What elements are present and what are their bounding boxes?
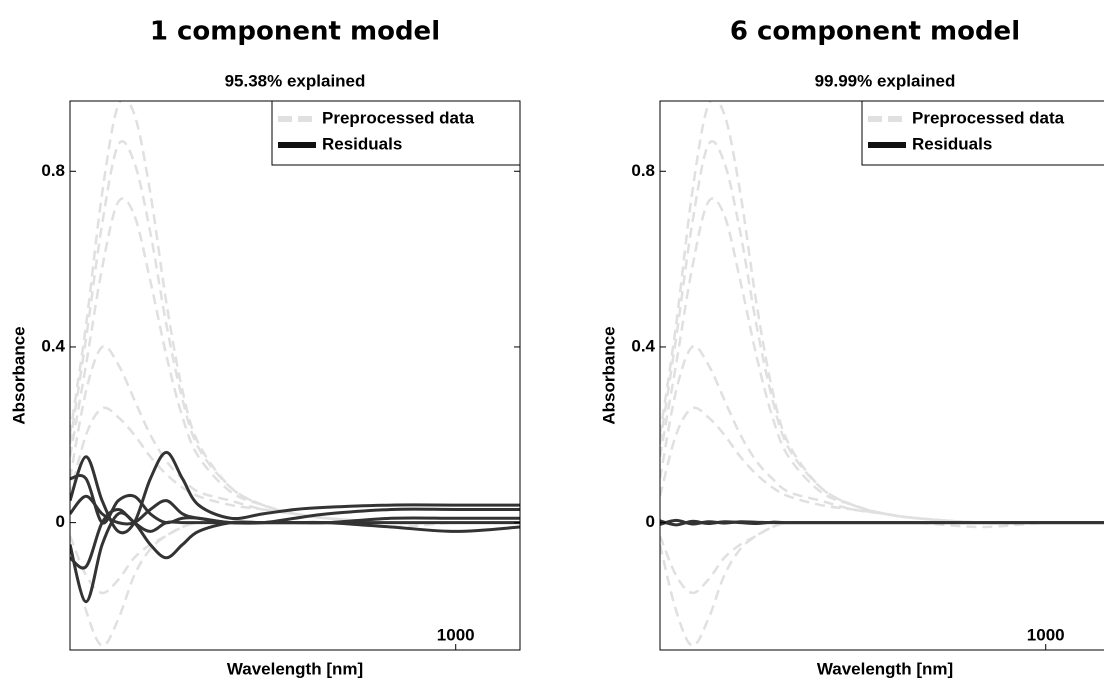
residual-line bbox=[70, 494, 520, 526]
axes-box bbox=[659, 100, 1104, 651]
panel: 6 component model 99.99% explained 0 0.4 0.8… bbox=[599, 17, 1104, 678]
legend-label: Residuals bbox=[322, 134, 402, 153]
y-tick-label: 0.4 bbox=[631, 336, 655, 355]
chart-title: 6 component model bbox=[730, 17, 1020, 47]
legend-box bbox=[271, 100, 521, 166]
preprocessed-line bbox=[70, 197, 520, 525]
preprocessed-line bbox=[660, 406, 1104, 525]
x-tick-label: 1000 bbox=[437, 625, 475, 644]
subtitle: 99.99% explained bbox=[815, 71, 956, 90]
residual-line bbox=[70, 507, 520, 570]
preprocessed-line bbox=[660, 140, 1104, 525]
preprocessed-line bbox=[660, 197, 1104, 525]
plot-area bbox=[660, 101, 1104, 647]
y-tick-label: 0 bbox=[56, 512, 65, 531]
preprocessed-line bbox=[70, 140, 520, 525]
legend-label: Residuals bbox=[912, 134, 992, 153]
y-tick-label: 0 bbox=[646, 512, 655, 531]
x-axis-label: Wavelength [nm] bbox=[227, 659, 363, 678]
legend-box bbox=[861, 100, 1104, 166]
subtitle: 95.38% explained bbox=[225, 71, 366, 90]
y-axis-label: Absorbance bbox=[599, 326, 618, 424]
y-tick-label: 0.4 bbox=[41, 336, 65, 355]
y-axis-label: Absorbance bbox=[9, 326, 28, 424]
residual-line bbox=[70, 511, 520, 604]
legend: Preprocessed data Residuals bbox=[271, 100, 521, 166]
residual-line bbox=[660, 518, 1104, 526]
x-axis-label: Wavelength [nm] bbox=[817, 659, 953, 678]
panel: 1 component model 95.38% explained 0 0.4 0.8… bbox=[9, 17, 521, 678]
preprocessed-line bbox=[70, 521, 520, 595]
plot-area bbox=[70, 101, 520, 647]
legend: Preprocessed data Residuals bbox=[861, 100, 1104, 166]
y-tick-label: 0.8 bbox=[41, 161, 65, 180]
x-tick-label: 1000 bbox=[1027, 625, 1065, 644]
y-tick-label: 0.8 bbox=[631, 161, 655, 180]
preprocessed-line bbox=[70, 344, 520, 525]
preprocessed-line bbox=[660, 521, 1104, 595]
legend-label: Preprocessed data bbox=[912, 108, 1065, 127]
preprocessed-line bbox=[660, 344, 1104, 525]
chart-title: 1 component model bbox=[150, 17, 440, 47]
legend-label: Preprocessed data bbox=[322, 108, 475, 127]
